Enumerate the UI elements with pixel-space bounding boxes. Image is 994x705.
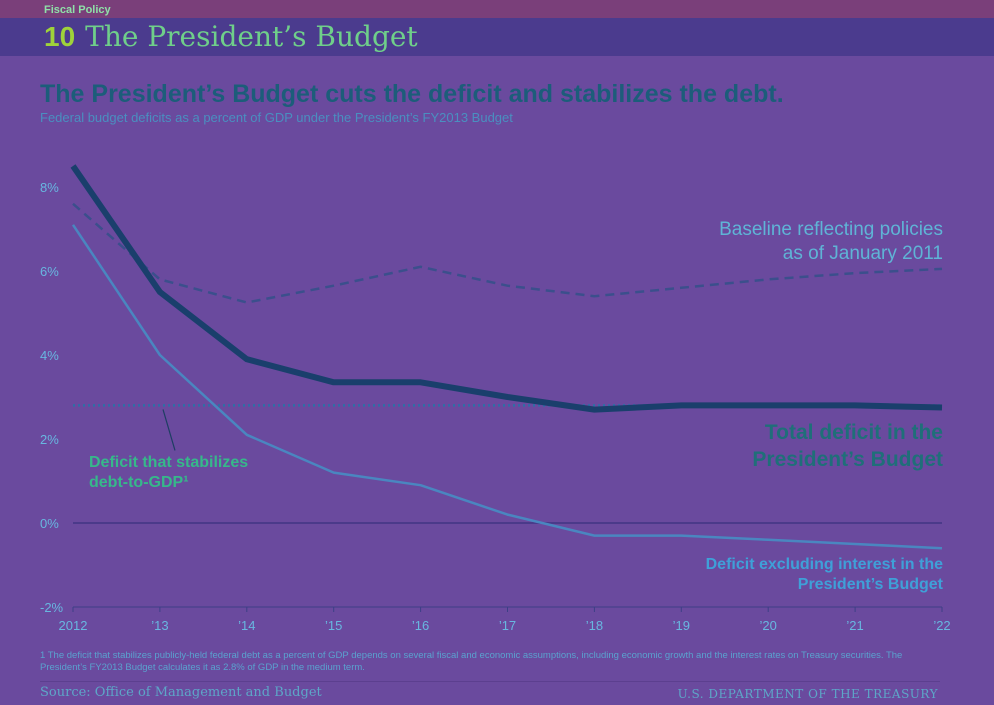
section-label: Fiscal Policy bbox=[44, 4, 111, 16]
footer-divider bbox=[40, 681, 940, 682]
y-tick-label: 2% bbox=[40, 432, 59, 447]
x-tick-label: ’19 bbox=[673, 618, 690, 633]
total-deficit-label: Total deficit in the bbox=[765, 421, 943, 444]
footnote: 1 The deficit that stabilizes publicly-h… bbox=[40, 650, 903, 673]
excl-interest-label: Deficit excluding interest in the bbox=[706, 556, 943, 573]
y-tick-label: 0% bbox=[40, 516, 59, 531]
stabilizing-label: debt-to-GDP¹ bbox=[89, 474, 189, 491]
x-tick-label: ’18 bbox=[586, 618, 603, 633]
x-tick-label: ’16 bbox=[412, 618, 429, 633]
chapter-title: 10 The President’s Budget bbox=[44, 20, 418, 53]
chart-title: The President’s Budget cuts the deficit … bbox=[40, 80, 784, 108]
baseline-label: Baseline reflecting policies bbox=[719, 219, 943, 240]
x-tick-label: 2012 bbox=[59, 618, 88, 633]
x-tick-label: ’13 bbox=[151, 618, 168, 633]
chapter-title-text: The President’s Budget bbox=[85, 20, 418, 53]
x-tick-label: ’15 bbox=[325, 618, 342, 633]
chapter-number: 10 bbox=[44, 21, 76, 52]
stabilizing-label: Deficit that stabilizes bbox=[89, 454, 248, 471]
x-tick-label: ’14 bbox=[238, 618, 255, 633]
series-line-excl_interest bbox=[71, 224, 943, 550]
x-tick-label: ’17 bbox=[499, 618, 516, 633]
total-deficit-label: President’s Budget bbox=[752, 448, 943, 471]
baseline-label: as of January 2011 bbox=[783, 243, 943, 264]
y-tick-label: 6% bbox=[40, 264, 59, 279]
excl-interest-label: President’s Budget bbox=[798, 576, 944, 593]
chart-subtitle: Federal budget deficits as a percent of … bbox=[40, 110, 513, 125]
y-tick-label: 8% bbox=[40, 180, 59, 195]
stabilizing-leader-line bbox=[162, 409, 176, 451]
header-bar: Fiscal Policy 10 The President’s Budget bbox=[0, 0, 994, 56]
series-line-total bbox=[70, 164, 943, 413]
y-tick-label: -2% bbox=[40, 600, 64, 615]
x-tick-label: ’22 bbox=[933, 618, 950, 633]
x-tick-label: ’21 bbox=[846, 618, 863, 633]
x-tick-label: ’20 bbox=[760, 618, 777, 633]
y-tick-label: 4% bbox=[40, 348, 59, 363]
department-credit: U.S. DEPARTMENT OF THE TREASURY bbox=[677, 687, 938, 701]
deficit-line-chart: 8% 6% 4% 2% 0% -2% 2012 ’13 ’14 ’15 ’16 ’17 ’18 ’19 ’2… bbox=[40, 164, 951, 633]
source-credit: Source: Office of Management and Budget bbox=[40, 685, 322, 700]
